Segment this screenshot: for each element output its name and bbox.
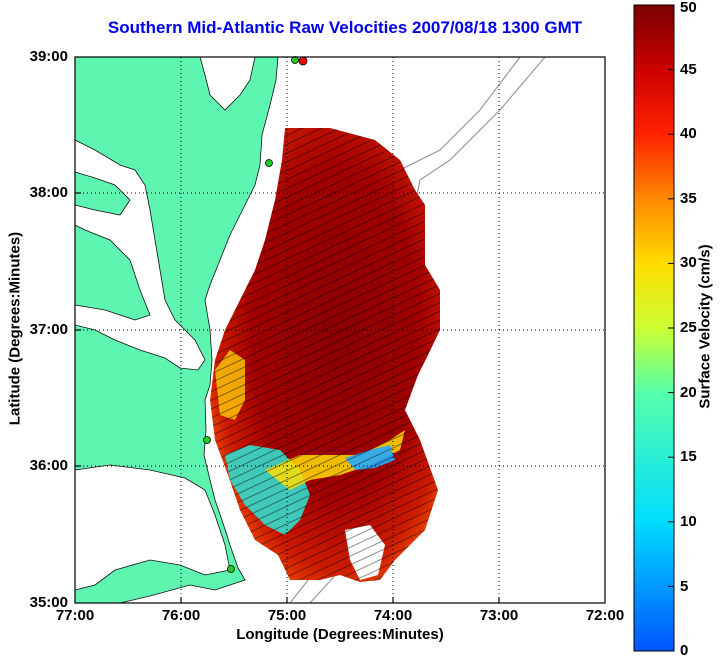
colorbar-tick-label: 20 bbox=[680, 384, 697, 401]
station-marker bbox=[298, 56, 308, 66]
colorbar-label: Surface Velocity (cm/s) bbox=[696, 244, 714, 409]
y-tick-label: 38:00 bbox=[29, 184, 68, 201]
delaware-bay bbox=[199, 56, 256, 111]
station-marker bbox=[227, 565, 235, 573]
y-axis-label: Latitude (Degrees:Minutes) bbox=[6, 231, 24, 426]
x-axis-label: Longitude (Degrees:Minutes) bbox=[236, 626, 444, 643]
colorbar-tick-label: 30 bbox=[680, 254, 697, 271]
colorbar-tick-label: 35 bbox=[680, 190, 697, 207]
colorbar-tick-label: 0 bbox=[680, 642, 689, 659]
y-tick-label: 39:00 bbox=[29, 48, 68, 65]
colorbar-tick-label: 40 bbox=[680, 125, 697, 142]
y-tick-label: 35:00 bbox=[29, 594, 68, 611]
stations bbox=[203, 56, 308, 573]
chesapeake-bay bbox=[74, 139, 206, 371]
x-tick-label: 74:00 bbox=[373, 607, 413, 624]
velocity-vectors bbox=[210, 128, 440, 582]
colorbar-tick-label: 45 bbox=[680, 61, 697, 78]
x-tick-label: 75:00 bbox=[267, 607, 307, 624]
station-marker bbox=[265, 159, 273, 167]
colorbar-tick-label: 5 bbox=[680, 578, 689, 595]
y-tick-label: 36:00 bbox=[29, 457, 68, 474]
colorbar-tick-label: 10 bbox=[680, 513, 697, 530]
colorbar-tick-label: 50 bbox=[680, 0, 697, 16]
colorbar-tick-label: 25 bbox=[680, 319, 697, 336]
x-tick-label: 73:00 bbox=[479, 607, 519, 624]
x-tick-label: 77:00 bbox=[55, 607, 95, 624]
station-marker bbox=[203, 436, 211, 444]
map-title: Southern Mid-Atlantic Raw Velocities 200… bbox=[107, 18, 583, 37]
x-tick-label: 72:00 bbox=[585, 607, 625, 624]
x-tick-label: 76:00 bbox=[161, 607, 201, 624]
colorbar bbox=[633, 4, 675, 652]
grid-lines bbox=[75, 57, 605, 603]
y-tick-label: 37:00 bbox=[29, 321, 68, 338]
colorbar-tick-label: 15 bbox=[680, 448, 697, 465]
